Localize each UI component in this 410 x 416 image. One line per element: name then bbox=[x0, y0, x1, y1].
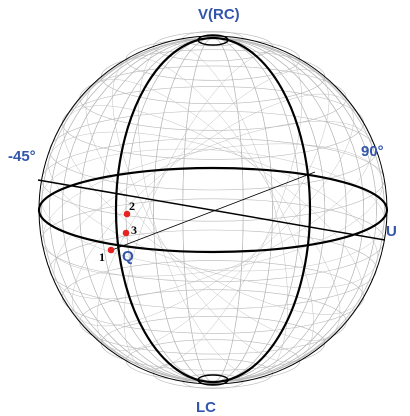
equator bbox=[37, 166, 389, 254]
top-pole-label: V(RC) bbox=[198, 6, 240, 23]
latitude-line bbox=[100, 315, 326, 371]
sphere-frame bbox=[37, 34, 389, 386]
mesh-line bbox=[53, 120, 373, 300]
point-3-label: 3 bbox=[131, 223, 137, 237]
data-points bbox=[107, 210, 131, 254]
left-angle-label: -45° bbox=[8, 148, 36, 165]
mesh-line bbox=[112, 57, 314, 363]
point-2-label: 2 bbox=[129, 199, 135, 213]
point-1-label: 1 bbox=[99, 250, 105, 264]
point-3-marker bbox=[122, 229, 130, 237]
mesh-line bbox=[41, 148, 385, 272]
latitude-line bbox=[100, 49, 326, 105]
meridian bbox=[114, 36, 312, 384]
bottom-pole-label: LC bbox=[196, 399, 216, 416]
mesh-line bbox=[63, 105, 363, 315]
mesh-line bbox=[96, 69, 330, 351]
mesh-line bbox=[123, 50, 303, 370]
mesh-line bbox=[138, 43, 288, 377]
north-pole-cap bbox=[197, 34, 229, 46]
mesh-line bbox=[48, 131, 378, 289]
u-axis-line bbox=[37, 179, 386, 241]
point-1-marker bbox=[107, 246, 115, 254]
point-2-marker bbox=[123, 210, 131, 218]
u-axis-label: U bbox=[386, 223, 397, 240]
south-pole-cap bbox=[197, 374, 229, 386]
right-angle-label: 90° bbox=[361, 143, 384, 160]
q-axis-line bbox=[111, 171, 316, 251]
mesh-line bbox=[72, 93, 354, 327]
mesh-line bbox=[43, 143, 383, 277]
q-axis-label: Q bbox=[122, 248, 134, 265]
